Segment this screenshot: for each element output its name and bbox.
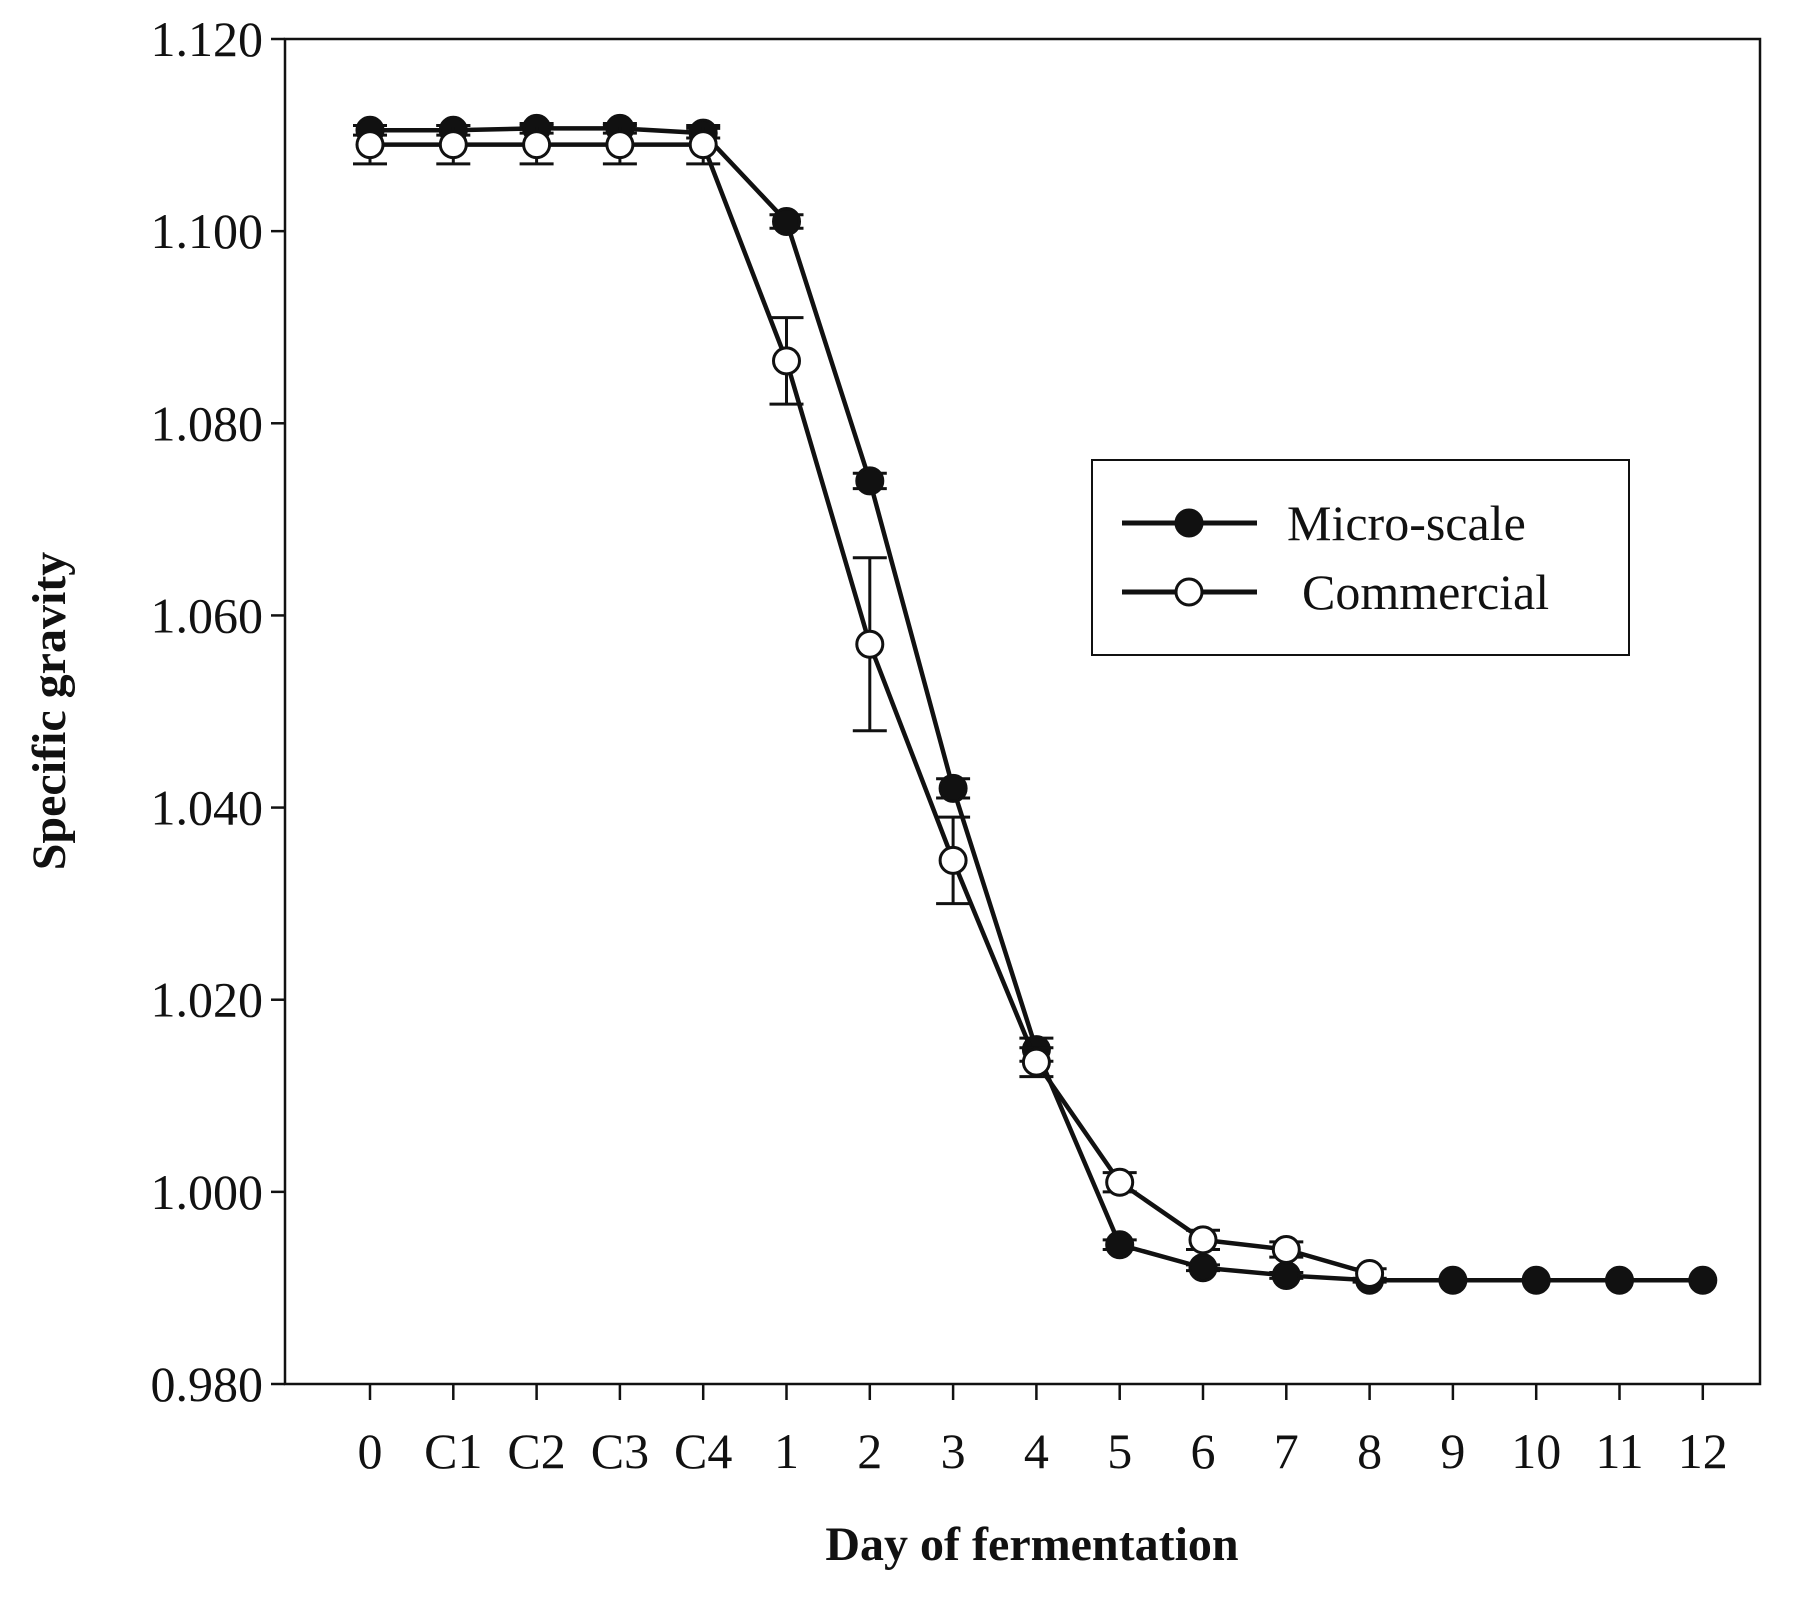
data-point	[772, 207, 801, 237]
y-tick-label: 1.080	[151, 395, 264, 451]
data-point	[938, 773, 968, 803]
legend-label-commercial: Commercial	[1302, 564, 1549, 620]
data-point	[1688, 1265, 1718, 1295]
data-point	[1105, 1230, 1135, 1260]
x-tick-label: 6	[1191, 1423, 1216, 1479]
x-tick-label: 1	[774, 1423, 799, 1479]
data-point	[355, 130, 385, 160]
data-point	[1355, 1259, 1385, 1289]
legend: Micro-scale Commercial	[1091, 459, 1630, 656]
y-tick-label: 1.060	[151, 587, 264, 643]
x-axis: 0 C1 C2 C3 C4 1 2 3 4 5 6 7 8 9 10 11 12	[358, 1384, 1728, 1479]
legend-marker-commercial	[1174, 577, 1204, 607]
data-point	[1021, 1047, 1051, 1077]
x-tick-label: 12	[1678, 1423, 1728, 1479]
x-tick-label: 4	[1024, 1423, 1049, 1479]
y-axis: 0.980 1.000 1.020 1.040 1.060 1.080 1.100 1.120	[151, 11, 285, 1412]
x-tick-label: 11	[1595, 1423, 1643, 1479]
y-tick-label: 1.000	[151, 1164, 264, 1220]
y-tick-label: 1.100	[151, 203, 264, 259]
x-tick-label: C2	[507, 1423, 565, 1479]
data-point	[522, 130, 552, 160]
y-axis-title: Specific gravity	[23, 552, 76, 871]
data-point	[855, 466, 885, 496]
x-tick-label: 2	[857, 1423, 882, 1479]
x-tick-label: 8	[1357, 1423, 1382, 1479]
y-tick-label: 1.020	[151, 972, 264, 1028]
x-tick-label: 3	[941, 1423, 966, 1479]
x-tick-label: C4	[674, 1423, 732, 1479]
data-point	[855, 629, 885, 659]
data-point	[772, 346, 801, 376]
data-point	[688, 130, 718, 160]
data-point	[1188, 1225, 1218, 1255]
series-layer	[353, 113, 1718, 1295]
y-tick-label: 1.120	[151, 11, 264, 67]
x-tick-label: 5	[1107, 1423, 1132, 1479]
plot-frame	[283, 37, 1762, 1386]
data-point	[438, 130, 468, 160]
x-tick-label: 0	[358, 1423, 383, 1479]
x-tick-label: 10	[1511, 1423, 1561, 1479]
x-tick-label: C1	[424, 1423, 482, 1479]
data-point	[1438, 1265, 1468, 1295]
legend-label-micro-scale: Micro-scale	[1287, 495, 1526, 551]
data-point	[1271, 1235, 1301, 1264]
legend-marker-micro-scale	[1174, 508, 1204, 538]
y-tick-label: 0.980	[151, 1356, 264, 1412]
legend-box	[1091, 459, 1630, 656]
data-point	[1521, 1265, 1551, 1295]
x-axis-title: Day of fermentation	[825, 1518, 1238, 1571]
data-point	[938, 845, 968, 875]
data-point	[1271, 1260, 1301, 1290]
x-tick-label: 9	[1440, 1423, 1465, 1479]
data-point	[1105, 1167, 1135, 1197]
data-point	[1605, 1265, 1634, 1295]
data-point	[1188, 1253, 1218, 1283]
y-tick-label: 1.040	[151, 780, 264, 836]
x-tick-label: C3	[591, 1423, 649, 1479]
data-point	[605, 130, 635, 160]
series-commercial	[353, 123, 1387, 1289]
x-tick-label: 7	[1274, 1423, 1299, 1479]
